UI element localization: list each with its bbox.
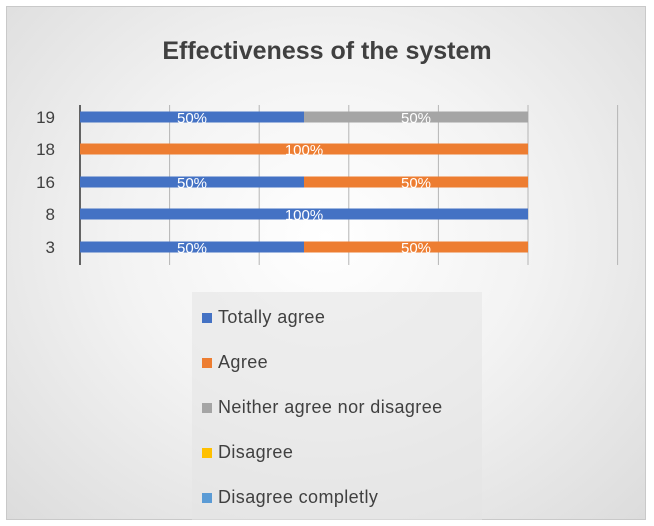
bar-segment bbox=[80, 208, 528, 220]
y-tick-label: 19 bbox=[36, 108, 55, 127]
legend-item: Disagree bbox=[202, 442, 293, 463]
legend-label: Disagree bbox=[218, 442, 294, 462]
data-label: 100% bbox=[285, 142, 323, 159]
bar-segment bbox=[80, 176, 304, 188]
y-tick-label: 8 bbox=[46, 205, 55, 224]
y-tick-label: 16 bbox=[36, 173, 55, 192]
data-label: 50% bbox=[177, 110, 207, 127]
legend-label: Agree bbox=[218, 352, 269, 372]
bar-segment bbox=[80, 241, 304, 253]
legend-swatch bbox=[202, 492, 212, 503]
legend-item: Neither agree nor disagree bbox=[202, 397, 443, 418]
legend-item: Totally agree bbox=[202, 307, 325, 328]
bar-segment bbox=[80, 143, 528, 155]
chart-area: Effectiveness of the system 3 50% 50% 8 100%… bbox=[6, 6, 646, 520]
legend-swatch bbox=[202, 357, 212, 368]
legend-swatch bbox=[202, 447, 212, 458]
data-label: 50% bbox=[401, 110, 431, 127]
data-label: 100% bbox=[285, 207, 323, 224]
legend-label: Neither agree nor disagree bbox=[218, 397, 443, 417]
legend-label: Totally agree bbox=[218, 307, 326, 327]
bar-segment bbox=[304, 241, 528, 253]
data-label: 50% bbox=[401, 240, 431, 257]
legend: Totally agree Agree Neither agree nor disa… bbox=[192, 292, 482, 520]
legend-item: Agree bbox=[202, 352, 268, 373]
data-label: 50% bbox=[177, 240, 207, 257]
data-label: 50% bbox=[401, 175, 431, 192]
legend-swatch bbox=[202, 402, 212, 413]
y-tick-label: 3 bbox=[46, 238, 55, 257]
legend-item: Disagree completly bbox=[202, 487, 378, 508]
legend-label: Disagree completly bbox=[218, 487, 379, 507]
bar-segment bbox=[304, 111, 528, 123]
plot-area: 3 50% 50% 8 100% 16 50% 50% 18 100% 19 50% 50% bbox=[36, 105, 619, 265]
y-tick-label: 18 bbox=[36, 140, 55, 159]
data-label: 50% bbox=[177, 175, 207, 192]
bar-segment bbox=[304, 176, 528, 188]
legend-swatch bbox=[202, 312, 212, 323]
chart-title: Effectiveness of the system bbox=[162, 37, 492, 65]
bar-segment bbox=[80, 111, 304, 123]
